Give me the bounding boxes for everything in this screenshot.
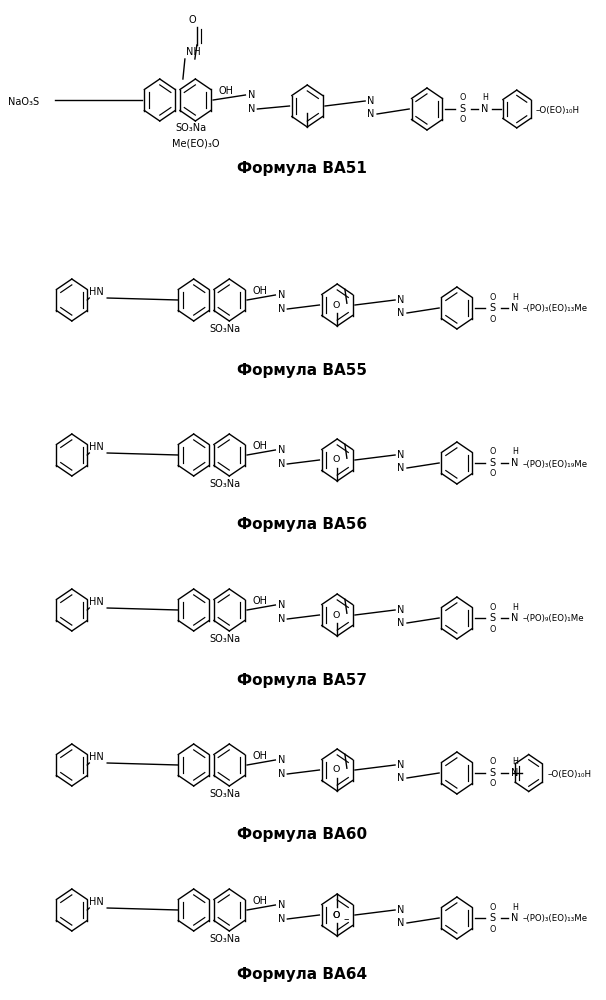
Text: O: O xyxy=(333,610,340,619)
Text: Формула ВА64: Формула ВА64 xyxy=(237,968,367,982)
Text: N: N xyxy=(248,104,255,114)
Text: N: N xyxy=(511,613,518,623)
Text: SO₃Na: SO₃Na xyxy=(210,324,241,334)
Text: N: N xyxy=(278,900,285,910)
Text: O: O xyxy=(490,902,496,912)
Text: N: N xyxy=(511,303,518,313)
Text: N: N xyxy=(398,618,405,628)
Text: N: N xyxy=(511,768,518,778)
Text: OH: OH xyxy=(252,441,267,451)
Text: O: O xyxy=(333,300,340,310)
Text: Формула ВА57: Формула ВА57 xyxy=(238,672,367,688)
Text: NaO₃S: NaO₃S xyxy=(8,97,39,107)
Text: O: O xyxy=(333,456,340,464)
Text: O: O xyxy=(490,292,496,302)
Text: Me(EO)₃O: Me(EO)₃O xyxy=(172,138,220,148)
Text: S: S xyxy=(490,613,496,623)
Text: SO₃Na: SO₃Na xyxy=(210,934,241,944)
Text: Формула ВА56: Формула ВА56 xyxy=(237,518,367,532)
Text: N: N xyxy=(398,463,405,473)
Text: –O(EO)₁₀H: –O(EO)₁₀H xyxy=(536,105,580,114)
Text: N: N xyxy=(511,913,518,923)
Text: N: N xyxy=(278,769,285,779)
Text: N: N xyxy=(278,600,285,610)
Text: N: N xyxy=(367,96,375,106)
Text: N: N xyxy=(278,614,285,624)
Text: –O(EO)₁₀H: –O(EO)₁₀H xyxy=(547,770,591,778)
Text: O: O xyxy=(333,766,340,774)
Text: N: N xyxy=(278,914,285,924)
Text: SO₃Na: SO₃Na xyxy=(210,479,241,489)
Text: O: O xyxy=(333,910,340,920)
Text: N: N xyxy=(398,295,405,305)
Text: O: O xyxy=(490,758,496,766)
Text: H: H xyxy=(513,292,519,302)
Text: H: H xyxy=(483,94,488,103)
Text: O: O xyxy=(189,15,196,25)
Text: SO₃Na: SO₃Na xyxy=(210,789,241,799)
Text: Формула ВА51: Формула ВА51 xyxy=(238,160,367,176)
Text: N: N xyxy=(398,760,405,770)
Text: O: O xyxy=(490,780,496,788)
Text: NH: NH xyxy=(186,47,201,57)
Text: N: N xyxy=(398,918,405,928)
Text: O: O xyxy=(490,314,496,324)
Text: –(PO)₃(EO)₁₃Me: –(PO)₃(EO)₁₃Me xyxy=(522,914,588,924)
Text: S: S xyxy=(490,768,496,778)
Text: OH: OH xyxy=(218,86,233,96)
Text: O: O xyxy=(459,94,466,103)
Text: OH: OH xyxy=(252,896,267,906)
Text: O: O xyxy=(490,624,496,634)
Text: –(PO)₃(EO)₁₃Me: –(PO)₃(EO)₁₃Me xyxy=(522,304,588,314)
Text: S: S xyxy=(460,104,466,114)
Text: OH: OH xyxy=(252,286,267,296)
Text: S: S xyxy=(490,458,496,468)
Text: O: O xyxy=(490,924,496,934)
Text: H: H xyxy=(513,602,519,611)
Text: N: N xyxy=(278,459,285,469)
Text: Формула ВА60: Формула ВА60 xyxy=(237,828,367,842)
Text: HN: HN xyxy=(89,752,104,762)
Text: O: O xyxy=(490,448,496,456)
Text: –(PO)₉(EO)₁Me: –(PO)₉(EO)₁Me xyxy=(522,614,584,624)
Text: N: N xyxy=(278,290,285,300)
Text: O: O xyxy=(490,470,496,479)
Text: N: N xyxy=(367,109,375,119)
Text: N: N xyxy=(398,308,405,318)
Text: Формула ВА55: Формула ВА55 xyxy=(238,362,367,377)
Text: O: O xyxy=(490,602,496,611)
Text: N: N xyxy=(398,773,405,783)
Text: N: N xyxy=(481,104,488,114)
Text: H: H xyxy=(513,758,519,766)
Text: HN: HN xyxy=(89,287,104,297)
Text: N: N xyxy=(511,458,518,468)
Text: OH: OH xyxy=(252,751,267,761)
Text: HN: HN xyxy=(89,442,104,452)
Text: OH: OH xyxy=(252,596,267,606)
Text: O: O xyxy=(459,115,466,124)
Text: N: N xyxy=(398,905,405,915)
Text: –(PO)₃(EO)₁₉Me: –(PO)₃(EO)₁₉Me xyxy=(522,460,588,468)
Text: S: S xyxy=(490,303,496,313)
Text: H: H xyxy=(513,902,519,912)
Text: N: N xyxy=(248,90,255,100)
Text: S: S xyxy=(490,913,496,923)
Text: N: N xyxy=(278,445,285,455)
Text: O: O xyxy=(333,910,340,920)
Text: N: N xyxy=(278,304,285,314)
Text: N: N xyxy=(398,450,405,460)
Text: SO₃Na: SO₃Na xyxy=(210,634,241,644)
Text: H: H xyxy=(513,448,519,456)
Text: N: N xyxy=(398,605,405,615)
Text: N: N xyxy=(278,755,285,765)
Text: SO₃Na: SO₃Na xyxy=(176,123,207,133)
Text: HN: HN xyxy=(89,897,104,907)
Text: HN: HN xyxy=(89,597,104,607)
Text: –: – xyxy=(343,914,348,924)
